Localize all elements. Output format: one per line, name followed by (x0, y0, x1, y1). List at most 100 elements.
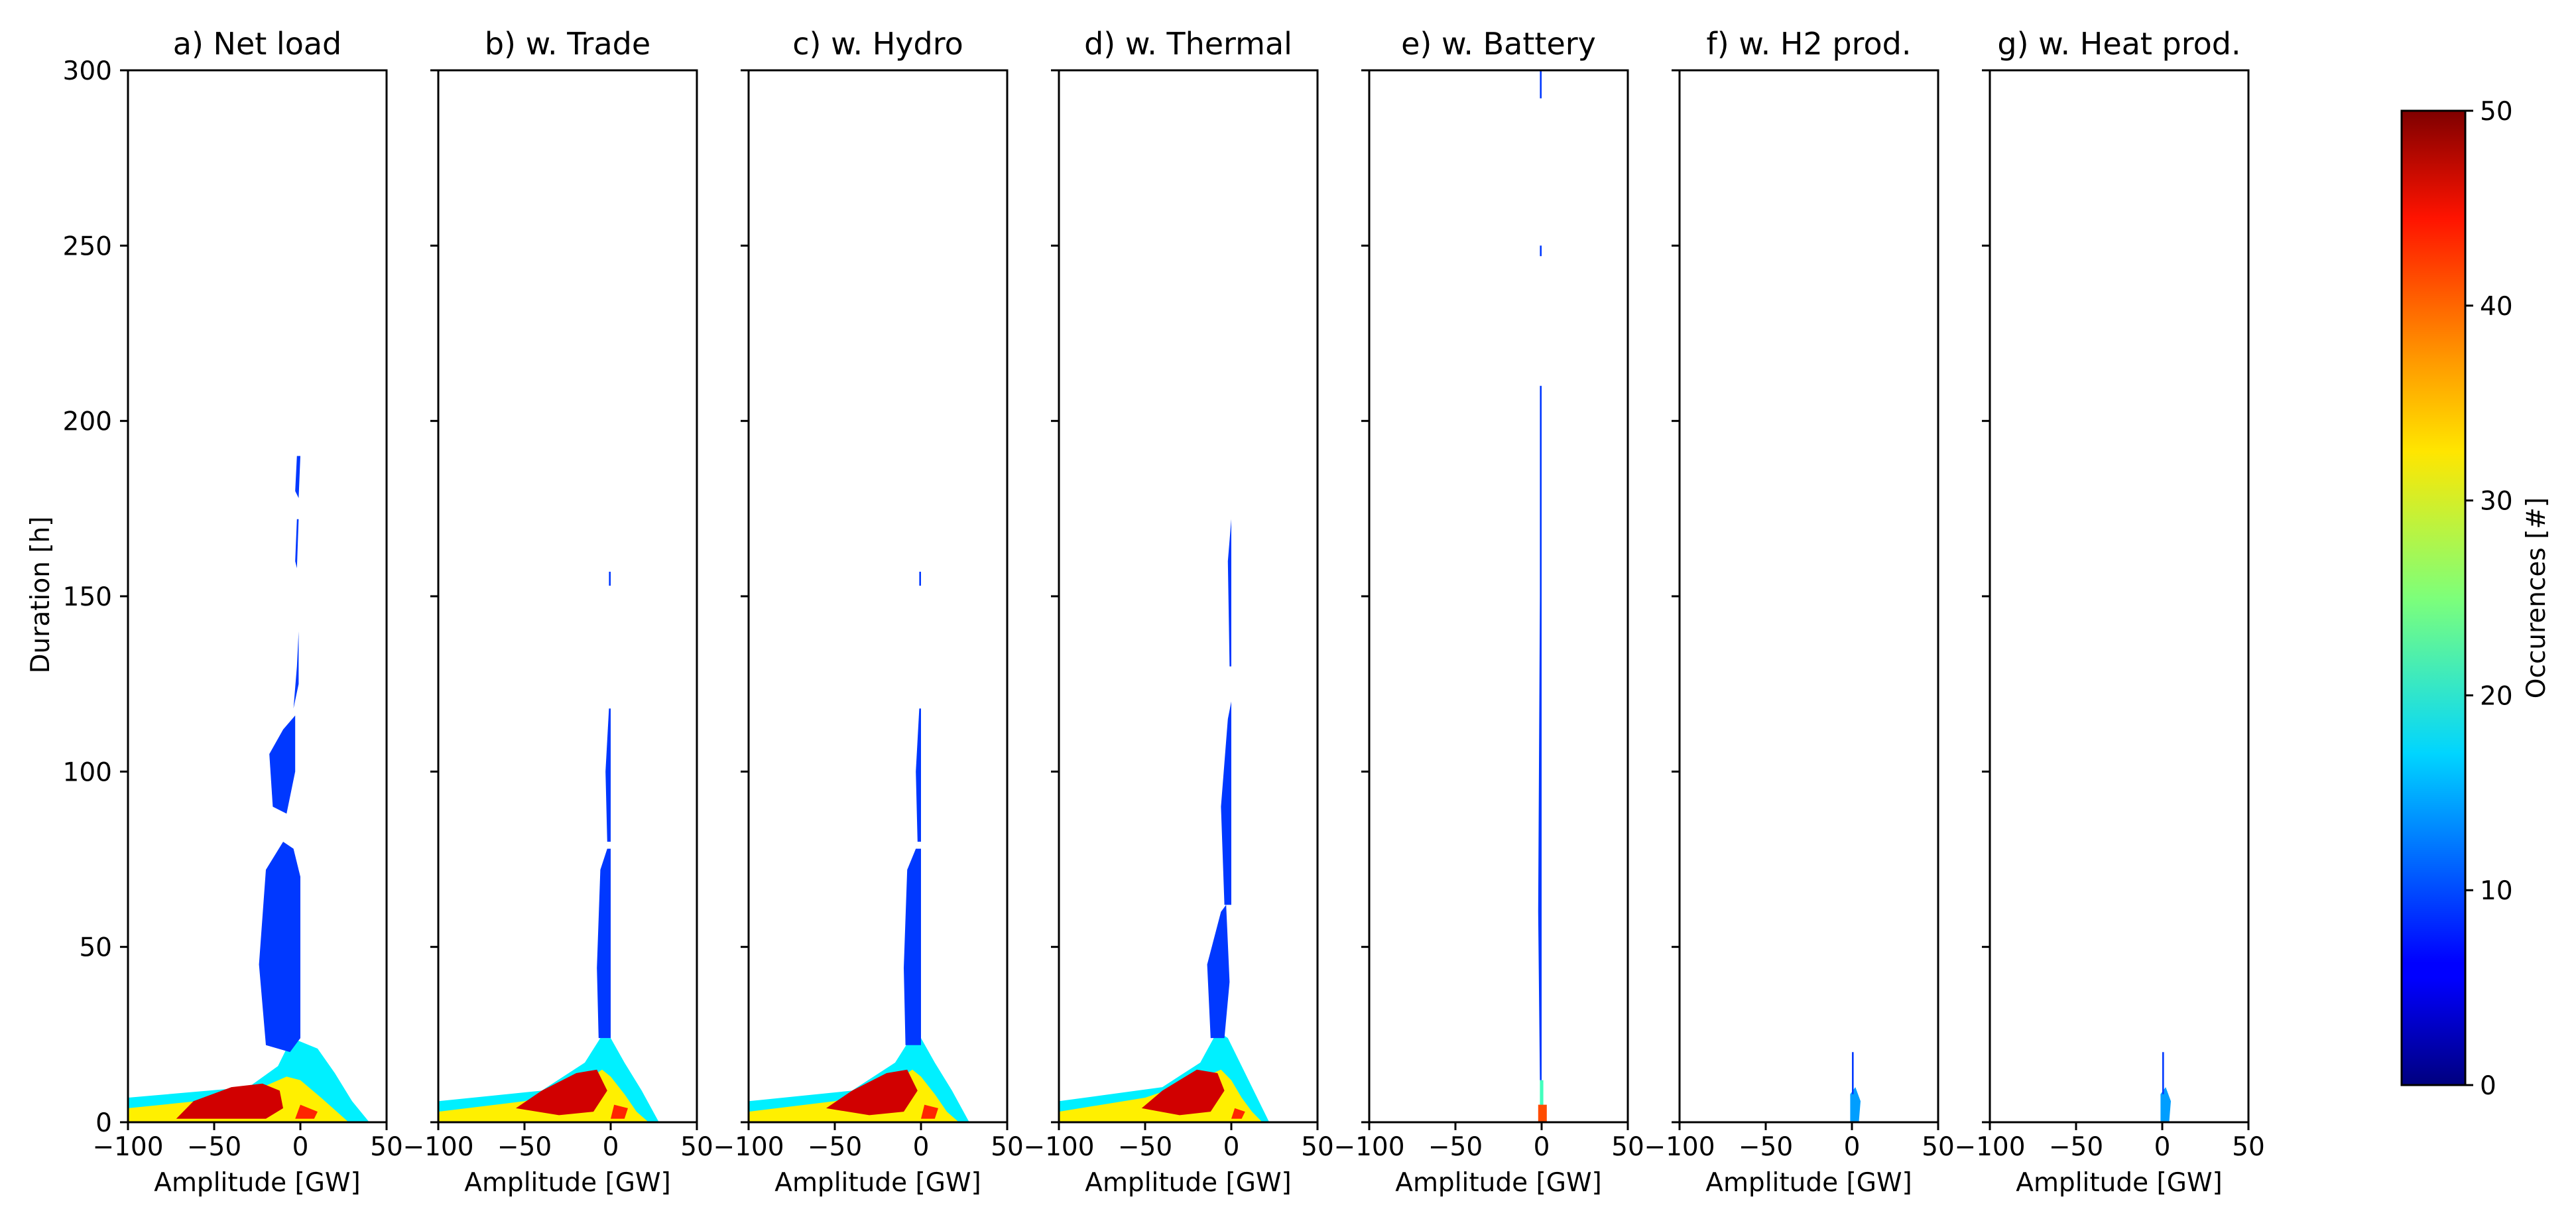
panel-net: a) Net load −100 −50 0 50 Amplitude [GW] 0 50 10… (63, 26, 403, 1198)
x-tick-label-battery-50: 50 (1611, 1132, 1644, 1162)
x-tick-label-trade--100: −100 (402, 1132, 473, 1162)
x-tick-label-h2-50: 50 (1922, 1132, 1955, 1162)
y-tick-label-50: 50 (79, 933, 112, 963)
y-tick-label-100: 100 (63, 757, 112, 787)
x-tick-label-net-50: 50 (370, 1132, 403, 1162)
heatmap-region-hydro-6 (919, 572, 921, 586)
heatmap-region-h2-1 (1852, 1052, 1854, 1094)
panel-title-h2: f) w. H2 prod. (1707, 26, 1912, 62)
plot-frame-trade (437, 69, 698, 1124)
heatmap-region-heat-0 (2160, 1087, 2171, 1122)
x-tick-label-net--50: −50 (187, 1132, 241, 1162)
colorbar-gradient (2400, 109, 2467, 1086)
colorbar-tick-label-0: 0 (2480, 1071, 2496, 1101)
panel-title-hydro: c) w. Hydro (792, 26, 963, 62)
x-tick-label-h2--100: −100 (1644, 1132, 1715, 1162)
heatmap-region-net-5 (269, 715, 296, 814)
x-tick-label-heat-0: 0 (2154, 1132, 2171, 1162)
colorbar-tick-label-40: 40 (2480, 292, 2513, 322)
panel-battery: e) w. Battery −100 −50 0 50 Amplitude [GW] (1333, 26, 1644, 1198)
x-tick-label-trade--50: −50 (497, 1132, 552, 1162)
x-tick-label-trade-0: 0 (603, 1132, 619, 1162)
heatmap-region-trade-4 (597, 848, 611, 1039)
x-tick-label-h2-0: 0 (1844, 1132, 1861, 1162)
panel-title-heat: g) w. Heat prod. (1997, 26, 2240, 62)
plot-frame-heat (1989, 69, 2250, 1124)
x-tick-label-net--100: −100 (92, 1132, 163, 1162)
colorbar: 0 10 20 30 40 50 Occurences [#] (2400, 97, 2551, 1101)
x-tick-label-hydro-0: 0 (913, 1132, 930, 1162)
heatmap-region-h2-0 (1850, 1087, 1861, 1122)
panel-title-trade: b) w. Trade (485, 26, 650, 62)
panel-hydro: c) w. Hydro −100 −50 0 50 Amplitude [GW] (713, 26, 1023, 1198)
heatmap-region-thermal-5 (1221, 701, 1231, 905)
heatmap-region-battery-1 (1538, 1104, 1547, 1122)
plot-frame-net (127, 69, 388, 1124)
x-axis-label-h2: Amplitude [GW] (1705, 1168, 1912, 1198)
colorbar-tick-label-10: 10 (2480, 876, 2513, 906)
x-tick-label-trade-50: 50 (680, 1132, 713, 1162)
x-axis-label-hydro: Amplitude [GW] (774, 1168, 981, 1198)
heatmap-region-net-8 (295, 456, 300, 498)
panel-trade: b) w. Trade −100 −50 0 50 Amplitude [GW] (402, 26, 713, 1198)
x-tick-label-heat--100: −100 (1954, 1132, 2025, 1162)
x-tick-label-net-0: 0 (292, 1132, 309, 1162)
x-tick-label-heat-50: 50 (2232, 1132, 2265, 1162)
heatmap-region-thermal-4 (1207, 905, 1230, 1039)
colorbar-tick-label-50: 50 (2480, 97, 2513, 127)
heatmap-region-net-3 (295, 1104, 318, 1119)
x-tick-label-h2--50: −50 (1739, 1132, 1793, 1162)
x-tick-label-hydro--50: −50 (808, 1132, 862, 1162)
heatmap-region-thermal-2 (1141, 1069, 1225, 1116)
y-tick-label-0: 0 (95, 1108, 112, 1138)
x-tick-label-hydro-50: 50 (991, 1132, 1024, 1162)
heatmap-region-trade-6 (609, 572, 611, 586)
heatmap-region-trade-3 (611, 1104, 628, 1119)
colorbar-tick-label-30: 30 (2480, 487, 2513, 517)
plot-frame-thermal (1058, 69, 1319, 1124)
heatmap-region-battery-3 (1540, 245, 1542, 257)
heatmap-region-net-2 (176, 1083, 283, 1119)
panel-title-net: a) Net load (173, 26, 341, 62)
heatmap-region-hydro-5 (916, 708, 921, 842)
panels-group: a) Net load −100 −50 0 50 Amplitude [GW] 0 50 10… (63, 26, 2265, 1198)
heatmap-region-net-6 (293, 631, 299, 709)
heatmap-region-battery-4 (1540, 70, 1542, 99)
x-tick-label-thermal--100: −100 (1023, 1132, 1094, 1162)
x-axis-label-thermal: Amplitude [GW] (1085, 1168, 1291, 1198)
plot-frame-h2 (1678, 69, 1939, 1124)
heatmap-region-heat-1 (2162, 1052, 2164, 1094)
heatmap-region-trade-5 (605, 708, 611, 842)
colorbar-label: Occurences [#] (2522, 497, 2551, 698)
heatmap-region-thermal-6 (1227, 519, 1231, 667)
y-tick-label-200: 200 (63, 407, 112, 437)
plot-frame-battery (1368, 69, 1629, 1124)
heatmap-region-net-7 (295, 519, 299, 568)
colorbar-tick-label-20: 20 (2480, 681, 2513, 711)
heatmap-region-battery-2 (1538, 385, 1542, 1080)
panel-heat: g) w. Heat prod. −100 −50 0 50 Amplitude [GW] (1954, 26, 2264, 1198)
y-tick-label-150: 150 (63, 582, 112, 612)
x-tick-label-thermal-0: 0 (1223, 1132, 1240, 1162)
x-tick-label-heat--50: −50 (2049, 1132, 2103, 1162)
heatmap-region-thermal-3 (1231, 1108, 1245, 1119)
plot-frame-hydro (747, 69, 1009, 1124)
panel-title-battery: e) w. Battery (1401, 26, 1596, 62)
panel-h2: f) w. H2 prod. −100 −50 0 50 Amplitude [GW] (1644, 26, 1954, 1198)
x-axis-label-battery: Amplitude [GW] (1395, 1168, 1601, 1198)
x-tick-label-hydro--100: −100 (713, 1132, 784, 1162)
x-tick-label-thermal-50: 50 (1301, 1132, 1334, 1162)
heatmap-region-hydro-3 (921, 1104, 938, 1119)
panel-thermal: d) w. Thermal −100 −50 0 50 Amplitude [GW] (1023, 26, 1333, 1198)
panel-title-thermal: d) w. Thermal (1084, 26, 1292, 62)
heatmap-region-hydro-2 (826, 1069, 918, 1116)
y-tick-label-300: 300 (63, 56, 112, 86)
heatmap-region-net-4 (259, 842, 300, 1053)
heatmap-region-hydro-4 (904, 848, 921, 1045)
x-axis-label-trade: Amplitude [GW] (464, 1168, 670, 1198)
x-tick-label-battery--50: −50 (1428, 1132, 1483, 1162)
y-axis-label: Duration [h] (26, 517, 56, 674)
x-tick-label-thermal--50: −50 (1118, 1132, 1172, 1162)
x-tick-label-battery--100: −100 (1333, 1132, 1404, 1162)
